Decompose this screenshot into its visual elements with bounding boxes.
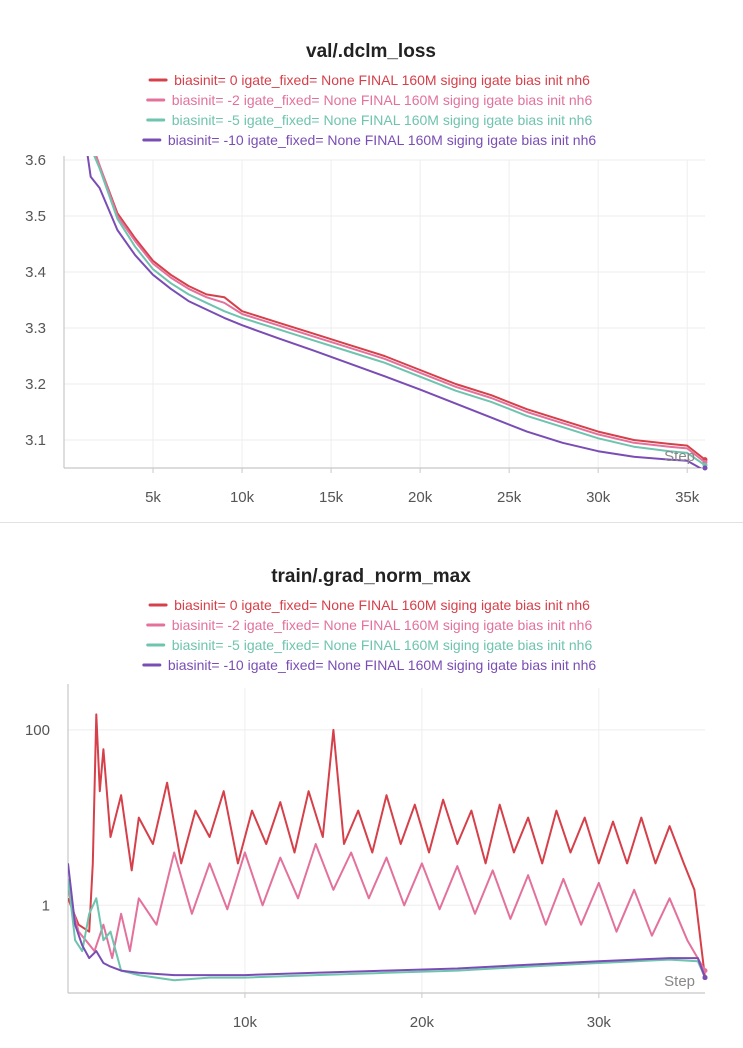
panel-divider	[0, 522, 743, 523]
chart-title: train/.grad_norm_max	[271, 566, 471, 587]
series-line-2[interactable]	[82, 126, 706, 467]
x-tick-label: 10k	[233, 1014, 258, 1031]
series-line-3[interactable]	[82, 115, 705, 471]
x-tick-label: 15k	[319, 489, 344, 506]
chart-train-grad-norm-max[interactable]: train/.grad_norm_max biasinit= 0 igate_f…	[0, 525, 743, 1048]
y-tick-label: 3.5	[25, 208, 46, 225]
y-tick-label: 1	[42, 897, 50, 914]
legend-item[interactable]: biasinit= -2 igate_fixed= None FINAL 160…	[146, 92, 593, 108]
axes: 3.1 3.2 3.3 3.4 3.5 3.6 5k 10k 15k 20k 25k 30k 35k	[25, 152, 705, 506]
chart-val-dclm-loss[interactable]: val/.dclm_loss biasinit= 0 igate_fixed= …	[0, 0, 743, 523]
legend-item[interactable]: biasinit= -10 igate_fixed= None FINAL 16…	[142, 132, 597, 148]
series-line-0[interactable]	[82, 115, 706, 461]
legend-label: biasinit= -2 igate_fixed= None FINAL 160…	[172, 617, 593, 633]
chart-panel-train-grad-norm-max: train/.grad_norm_max biasinit= 0 igate_f…	[0, 525, 743, 1048]
gridlines	[68, 688, 705, 993]
x-tick-label: 30k	[587, 1014, 612, 1031]
legend-label: biasinit= -5 igate_fixed= None FINAL 160…	[172, 637, 593, 653]
series-line-0[interactable]	[68, 713, 706, 978]
series-endpoint	[702, 975, 708, 981]
legend-label: biasinit= 0 igate_fixed= None FINAL 160M…	[174, 597, 590, 613]
series-lines[interactable]	[82, 115, 708, 471]
x-tick-label: 30k	[586, 489, 611, 506]
chart-title: val/.dclm_loss	[306, 41, 436, 62]
legend-item[interactable]: biasinit= 0 igate_fixed= None FINAL 160M…	[148, 72, 590, 88]
legend-label: biasinit= -10 igate_fixed= None FINAL 16…	[168, 132, 597, 148]
y-tick-label: 100	[25, 722, 50, 739]
legend-label: biasinit= -2 igate_fixed= None FINAL 160…	[172, 92, 593, 108]
chart-panel-val-dclm-loss: val/.dclm_loss biasinit= 0 igate_fixed= …	[0, 0, 743, 523]
x-tick-label: 5k	[145, 489, 161, 506]
series-endpoint	[702, 465, 708, 471]
legend-label: biasinit= -5 igate_fixed= None FINAL 160…	[172, 112, 593, 128]
x-axis-label: Step	[664, 973, 695, 990]
legend-item[interactable]: biasinit= -10 igate_fixed= None FINAL 16…	[142, 657, 597, 673]
y-tick-label: 3.4	[25, 264, 46, 281]
legend-item[interactable]: biasinit= -5 igate_fixed= None FINAL 160…	[146, 637, 593, 653]
legend: biasinit= 0 igate_fixed= None FINAL 160M…	[142, 597, 597, 673]
series-line-1[interactable]	[82, 115, 706, 464]
x-tick-label: 25k	[497, 489, 522, 506]
gridlines	[64, 159, 705, 468]
x-tick-label: 20k	[408, 489, 433, 506]
legend-item[interactable]: biasinit= -2 igate_fixed= None FINAL 160…	[146, 617, 593, 633]
y-tick-label: 3.3	[25, 320, 46, 337]
y-tick-label: 3.6	[25, 152, 46, 169]
x-tick-label: 35k	[675, 489, 700, 506]
legend-item[interactable]: biasinit= -5 igate_fixed= None FINAL 160…	[146, 112, 593, 128]
series-line-3[interactable]	[68, 863, 706, 978]
x-axis-label: Step	[664, 448, 695, 465]
series-line-2[interactable]	[68, 878, 706, 982]
axes: 1 100 10k 20k 30k	[25, 684, 705, 1031]
x-tick-label: 10k	[230, 489, 255, 506]
series-lines[interactable]	[68, 713, 708, 982]
legend: biasinit= 0 igate_fixed= None FINAL 160M…	[142, 72, 597, 148]
y-tick-label: 3.1	[25, 432, 46, 449]
legend-label: biasinit= 0 igate_fixed= None FINAL 160M…	[174, 72, 590, 88]
x-tick-label: 20k	[410, 1014, 435, 1031]
legend-item[interactable]: biasinit= 0 igate_fixed= None FINAL 160M…	[148, 597, 590, 613]
series-line-1[interactable]	[68, 843, 706, 972]
y-tick-label: 3.2	[25, 376, 46, 393]
legend-label: biasinit= -10 igate_fixed= None FINAL 16…	[168, 657, 597, 673]
